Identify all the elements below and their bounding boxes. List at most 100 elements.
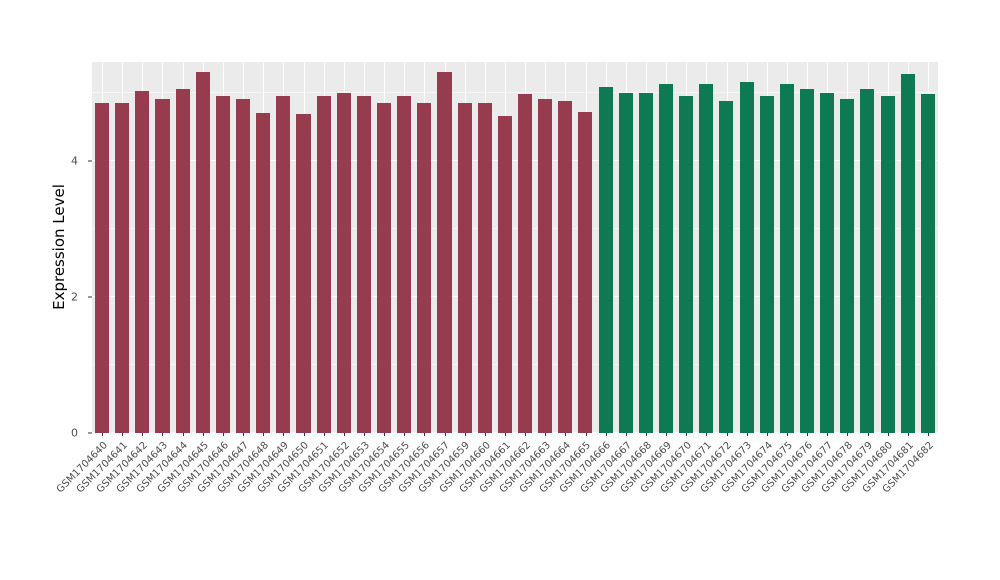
bar-slot [575,62,595,433]
bar-slot [737,62,757,433]
bar-slot [495,62,515,433]
bar [236,99,251,433]
bar [618,92,633,433]
bar [215,96,230,433]
x-tick-mark [525,433,527,436]
bar [638,92,653,433]
x-tick-mark [424,433,426,436]
bar-slot [696,62,716,433]
bar [437,72,452,433]
x-tick-mark [243,433,245,436]
x-tick-mark [887,433,889,436]
x-tick-mark [585,433,587,436]
bar-slot [777,62,797,433]
x-tick-mark [222,433,224,436]
bar [115,102,130,433]
bar [417,102,432,433]
plot-panel [92,62,938,433]
bar-slot [152,62,172,433]
x-tick-mark [102,433,104,436]
bar [679,96,694,433]
bar-slot [173,62,193,433]
bar-slot [394,62,414,433]
bar [256,113,271,433]
x-tick-mark [404,433,406,436]
y-axis: 0 2 4 [0,62,92,440]
x-tick-mark [343,433,345,436]
x-tick-mark [303,433,305,436]
x-tick-mark [907,433,909,436]
bar-slot [757,62,777,433]
bar [860,89,875,433]
bar [598,87,613,433]
bar [135,91,150,433]
bar-slot [374,62,394,433]
x-tick-mark [847,433,849,436]
h-gridline [92,91,938,93]
bar-slot [132,62,152,433]
x-tick-mark [605,433,607,436]
x-tick-mark [827,433,829,436]
bar-slot [314,62,334,433]
bar [336,92,351,433]
x-tick-mark [807,433,809,436]
bar-slot [253,62,273,433]
bar [538,99,553,433]
bar-slot [596,62,616,433]
x-tick-mark [263,433,265,436]
bar-slot [475,62,495,433]
x-tick-mark [746,433,748,436]
bar-slot [92,62,112,433]
bar [578,111,593,433]
bar [880,96,895,433]
x-tick-mark [867,433,869,436]
x-tick-mark [283,433,285,436]
bar-slot [616,62,636,433]
bar [397,96,412,433]
bar-slot [515,62,535,433]
bar-slot [918,62,938,433]
y-tick-mark [88,296,92,298]
x-tick-mark [766,433,768,436]
x-tick-mark [363,433,365,436]
bar [920,94,935,433]
x-tick-mark [625,433,627,436]
bar [316,96,331,433]
x-tick-mark [142,433,144,436]
x-tick-mark [182,433,184,436]
x-tick-mark [706,433,708,436]
bar-slot [233,62,253,433]
bar [658,84,674,433]
x-tick-mark [122,433,124,436]
bar [840,99,855,433]
bar-slot [676,62,696,433]
bar [558,100,573,433]
x-tick-mark [927,433,929,436]
x-tick-mark [786,433,788,436]
bar-slot [434,62,454,433]
bar [759,96,774,433]
bar-slot [898,62,918,433]
bar [457,102,472,433]
x-tick-mark [323,433,325,436]
h-gridline [92,227,938,229]
bar-slot [293,62,313,433]
bar [900,73,915,433]
bar-slot [837,62,857,433]
x-tick-mark [484,433,486,436]
bar-slot [273,62,293,433]
bar [296,114,311,433]
h-gridline [92,363,938,365]
bar-slot [877,62,897,433]
bar-slot [213,62,233,433]
bar-slot [455,62,475,433]
bar [497,116,512,433]
bar [779,84,794,433]
bar [376,102,392,433]
bars-layer [92,62,938,433]
bar [175,89,190,433]
bar [95,102,110,433]
x-tick-mark [645,433,647,436]
y-tick-label: 2 [71,290,78,304]
bar-slot [656,62,676,433]
